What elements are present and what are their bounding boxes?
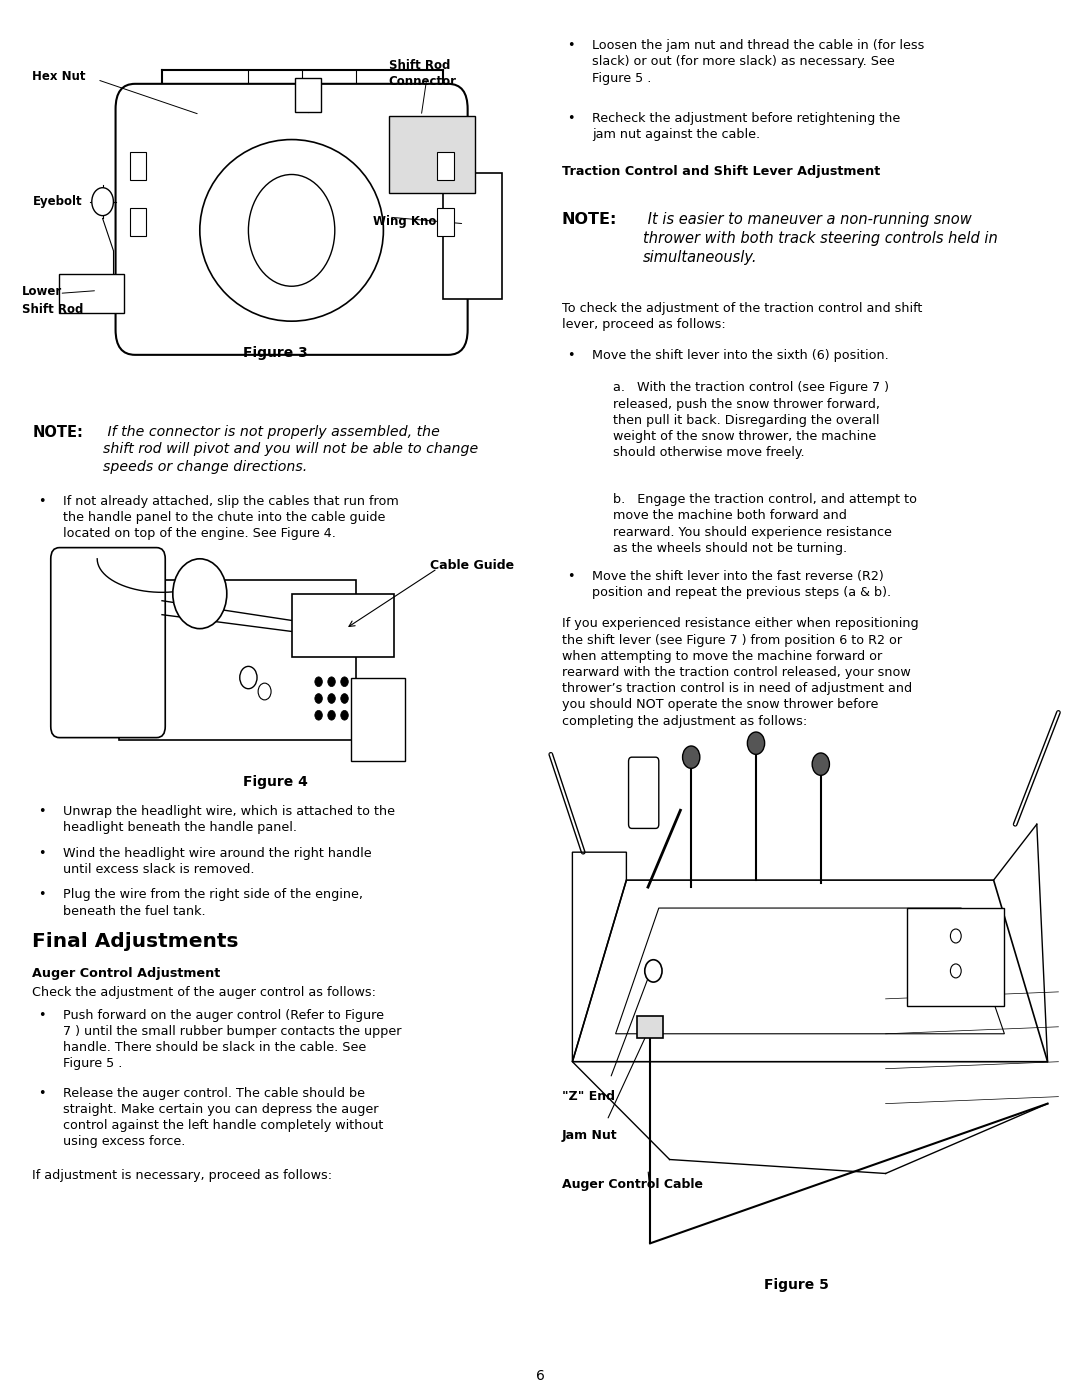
Text: Release the auger control. The cable should be
straight. Make certain you can de: Release the auger control. The cable sho… (63, 1087, 383, 1148)
FancyBboxPatch shape (437, 152, 454, 180)
Text: b.   Engage the traction control, and attempt to
move the machine both forward a: b. Engage the traction control, and atte… (613, 493, 917, 555)
Text: If you experienced resistance either when repositioning
the shift lever (see Fig: If you experienced resistance either whe… (562, 617, 918, 728)
Circle shape (950, 964, 961, 978)
FancyBboxPatch shape (907, 908, 1004, 1006)
Text: •: • (38, 1087, 45, 1099)
Text: Figure 5: Figure 5 (764, 1278, 829, 1292)
Text: •: • (38, 805, 45, 817)
Text: Auger Control Adjustment: Auger Control Adjustment (32, 967, 220, 979)
Text: Traction Control and Shift Lever Adjustment: Traction Control and Shift Lever Adjustm… (562, 165, 880, 177)
Text: Move the shift lever into the fast reverse (R2)
position and repeat the previous: Move the shift lever into the fast rever… (592, 570, 891, 599)
FancyBboxPatch shape (51, 548, 165, 738)
Text: If the connector is not properly assembled, the
shift rod will pivot and you wil: If the connector is not properly assembl… (103, 425, 477, 474)
FancyBboxPatch shape (637, 1016, 663, 1038)
FancyBboxPatch shape (116, 84, 468, 355)
FancyBboxPatch shape (351, 678, 405, 761)
Text: a.   With the traction control (see Figure 7 )
released, push the snow thrower f: a. With the traction control (see Figure… (613, 381, 890, 460)
Text: •: • (567, 349, 575, 362)
Circle shape (328, 694, 336, 704)
Text: If not already attached, slip the cables that run from
the handle panel to the c: If not already attached, slip the cables… (63, 495, 399, 539)
Text: Auger Control Cable: Auger Control Cable (562, 1178, 703, 1190)
Text: It is easier to maneuver a non-running snow
thrower with both track steering con: It is easier to maneuver a non-running s… (643, 212, 997, 265)
Text: Final Adjustments: Final Adjustments (32, 932, 239, 951)
Circle shape (315, 678, 322, 687)
FancyBboxPatch shape (437, 208, 454, 236)
Circle shape (315, 694, 322, 704)
Text: Lower: Lower (22, 285, 62, 298)
Circle shape (683, 746, 700, 768)
Circle shape (173, 559, 227, 629)
Text: •: • (567, 39, 575, 52)
Circle shape (328, 710, 336, 721)
Text: Jam Nut: Jam Nut (562, 1129, 618, 1141)
Circle shape (645, 960, 662, 982)
Text: Connector: Connector (389, 75, 457, 88)
Text: Recheck the adjustment before retightening the
jam nut against the cable.: Recheck the adjustment before retighteni… (592, 112, 900, 141)
FancyBboxPatch shape (130, 152, 146, 180)
FancyBboxPatch shape (389, 116, 475, 193)
Text: 6: 6 (536, 1369, 544, 1383)
Text: Wind the headlight wire around the right handle
until excess slack is removed.: Wind the headlight wire around the right… (63, 847, 372, 876)
Text: Push forward on the auger control (Refer to Figure
7 ) until the small rubber bu: Push forward on the auger control (Refer… (63, 1009, 401, 1070)
Circle shape (248, 175, 335, 286)
Circle shape (341, 694, 348, 704)
Text: Figure 3: Figure 3 (243, 346, 308, 360)
Circle shape (812, 753, 829, 775)
FancyBboxPatch shape (443, 173, 502, 299)
Text: •: • (38, 1009, 45, 1021)
Text: NOTE:: NOTE: (562, 212, 617, 228)
Text: Check the adjustment of the auger control as follows:: Check the adjustment of the auger contro… (32, 986, 377, 999)
Circle shape (240, 666, 257, 689)
Text: Shift Rod: Shift Rod (22, 303, 83, 316)
Text: Loosen the jam nut and thread the cable in (for less
slack) or out (for more sla: Loosen the jam nut and thread the cable … (592, 39, 924, 84)
Text: Figure 4: Figure 4 (243, 775, 308, 789)
FancyBboxPatch shape (119, 580, 356, 740)
Text: If adjustment is necessary, proceed as follows:: If adjustment is necessary, proceed as f… (32, 1169, 333, 1182)
Circle shape (315, 710, 322, 721)
Text: Unwrap the headlight wire, which is attached to the
headlight beneath the handle: Unwrap the headlight wire, which is atta… (63, 805, 394, 834)
Circle shape (341, 678, 348, 687)
FancyBboxPatch shape (292, 594, 394, 657)
FancyBboxPatch shape (59, 274, 124, 313)
FancyBboxPatch shape (629, 757, 659, 828)
Text: •: • (38, 847, 45, 859)
Circle shape (747, 732, 765, 754)
Text: Cable Guide: Cable Guide (430, 559, 514, 571)
Text: "Z" End: "Z" End (562, 1090, 615, 1102)
Text: Hex Nut: Hex Nut (32, 70, 86, 82)
Text: Eyebolt: Eyebolt (32, 194, 82, 208)
Text: To check the adjustment of the traction control and shift
lever, proceed as foll: To check the adjustment of the traction … (562, 302, 922, 331)
Text: NOTE:: NOTE: (32, 425, 83, 440)
FancyBboxPatch shape (130, 208, 146, 236)
Circle shape (341, 710, 348, 721)
Circle shape (950, 929, 961, 943)
FancyBboxPatch shape (295, 78, 321, 112)
Text: •: • (567, 570, 575, 583)
Circle shape (258, 683, 271, 700)
Circle shape (92, 187, 113, 215)
Text: Wing Knobs: Wing Knobs (373, 215, 451, 228)
Text: Shift Rod: Shift Rod (389, 59, 450, 71)
Circle shape (328, 678, 336, 687)
Text: Move the shift lever into the sixth (6) position.: Move the shift lever into the sixth (6) … (592, 349, 889, 362)
Text: •: • (38, 888, 45, 901)
Text: •: • (38, 495, 45, 507)
Text: •: • (567, 112, 575, 124)
Ellipse shape (200, 140, 383, 321)
Text: Plug the wire from the right side of the engine,
beneath the fuel tank.: Plug the wire from the right side of the… (63, 888, 363, 918)
